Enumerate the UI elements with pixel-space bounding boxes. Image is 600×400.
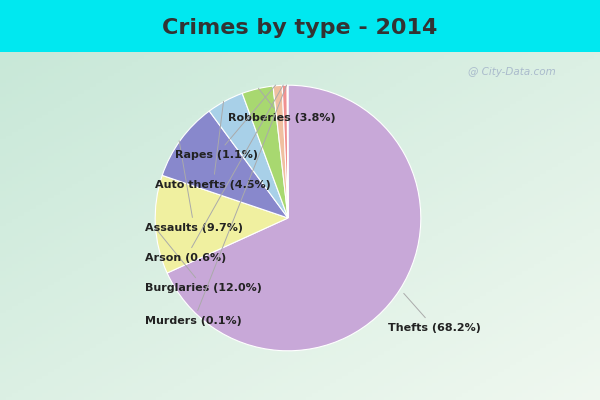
- Wedge shape: [287, 85, 288, 218]
- Text: Auto thefts (4.5%): Auto thefts (4.5%): [155, 102, 271, 190]
- Text: Burglaries (12.0%): Burglaries (12.0%): [145, 227, 262, 293]
- Text: Assaults (9.7%): Assaults (9.7%): [145, 141, 243, 233]
- Wedge shape: [282, 85, 288, 218]
- Text: Arson (0.6%): Arson (0.6%): [145, 85, 283, 263]
- Text: Robberies (3.8%): Robberies (3.8%): [228, 88, 336, 123]
- Wedge shape: [273, 85, 288, 218]
- Text: Crimes by type - 2014: Crimes by type - 2014: [163, 18, 437, 38]
- Wedge shape: [242, 86, 288, 218]
- Text: @ City-Data.com: @ City-Data.com: [468, 67, 556, 77]
- Text: Rapes (1.1%): Rapes (1.1%): [175, 85, 275, 160]
- Wedge shape: [209, 93, 288, 218]
- Text: Thefts (68.2%): Thefts (68.2%): [388, 293, 481, 332]
- Wedge shape: [167, 85, 421, 351]
- Wedge shape: [162, 111, 288, 218]
- Wedge shape: [155, 175, 288, 273]
- Text: Murders (0.1%): Murders (0.1%): [145, 85, 287, 326]
